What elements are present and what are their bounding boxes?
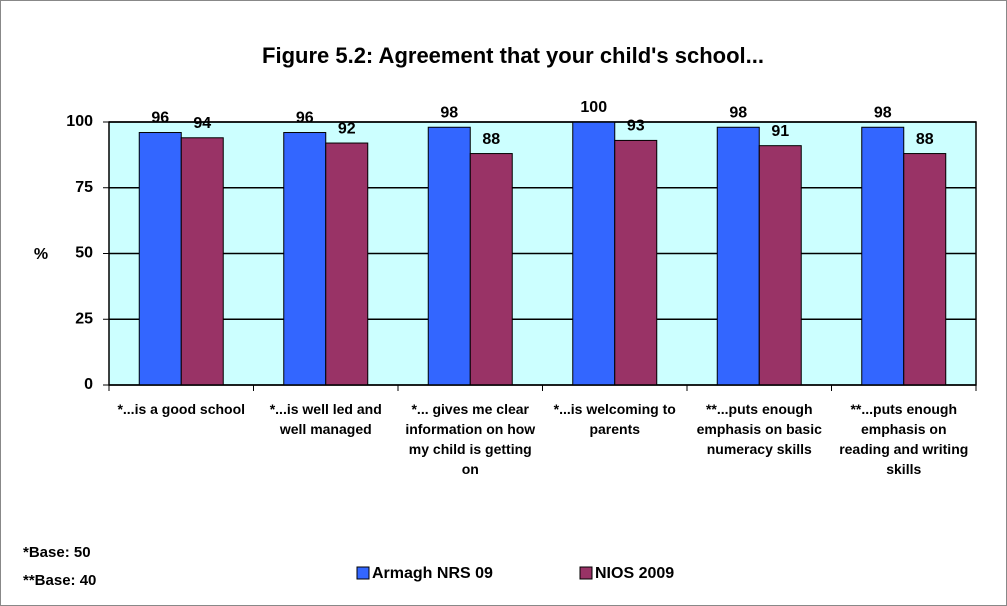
plot-border [108,121,977,386]
bar [469,153,513,386]
x-tick-label: **...puts enough emphasis on basic numer… [696,401,822,457]
data-label: 98 [440,104,458,121]
chart-title: Figure 5.2: Agreement that your child's … [262,43,764,68]
x-tick-label: *...is welcoming to parents [553,401,676,437]
data-label: 88 [482,131,500,148]
data-label: 88 [916,131,934,148]
y-tick-label: 50 [75,245,93,262]
x-tick-label: *...is a good school [117,401,246,417]
data-label: 96 [151,110,169,127]
y-tick-label: 25 [75,310,93,327]
bar [180,137,224,386]
bar [861,126,905,386]
data-label: 98 [874,104,892,121]
y-tick-label: 0 [84,376,93,393]
bar [716,126,760,386]
bar [758,145,802,386]
data-label: 100 [580,99,607,116]
bar [614,139,658,386]
bar [903,153,947,386]
x-tick-label: *... gives me clear information on how m… [405,401,536,477]
y-tick-label: 100 [66,113,93,130]
y-tick-label: 75 [75,179,93,196]
data-label: 94 [193,115,211,132]
bar [427,126,471,386]
legend-swatch [579,566,593,580]
data-label: 96 [296,110,314,127]
legend-swatch [356,566,370,580]
data-label: 92 [338,120,356,137]
x-tick-label: **...puts enough emphasis on reading and… [839,401,969,477]
x-tick-label: *...is well led and well managed [269,401,382,437]
y-axis-label: % [34,246,48,263]
legend-label: Armagh NRS 09 [372,565,493,582]
annotation: *Base: 50 [23,544,91,561]
legend-label: NIOS 2009 [595,565,674,582]
data-label: 91 [771,123,789,140]
data-label: 93 [627,118,645,135]
bar [572,121,616,386]
data-label: 98 [729,104,747,121]
bar [138,132,182,386]
bar [283,132,327,386]
annotation: **Base: 40 [23,572,96,589]
bar [325,142,369,386]
